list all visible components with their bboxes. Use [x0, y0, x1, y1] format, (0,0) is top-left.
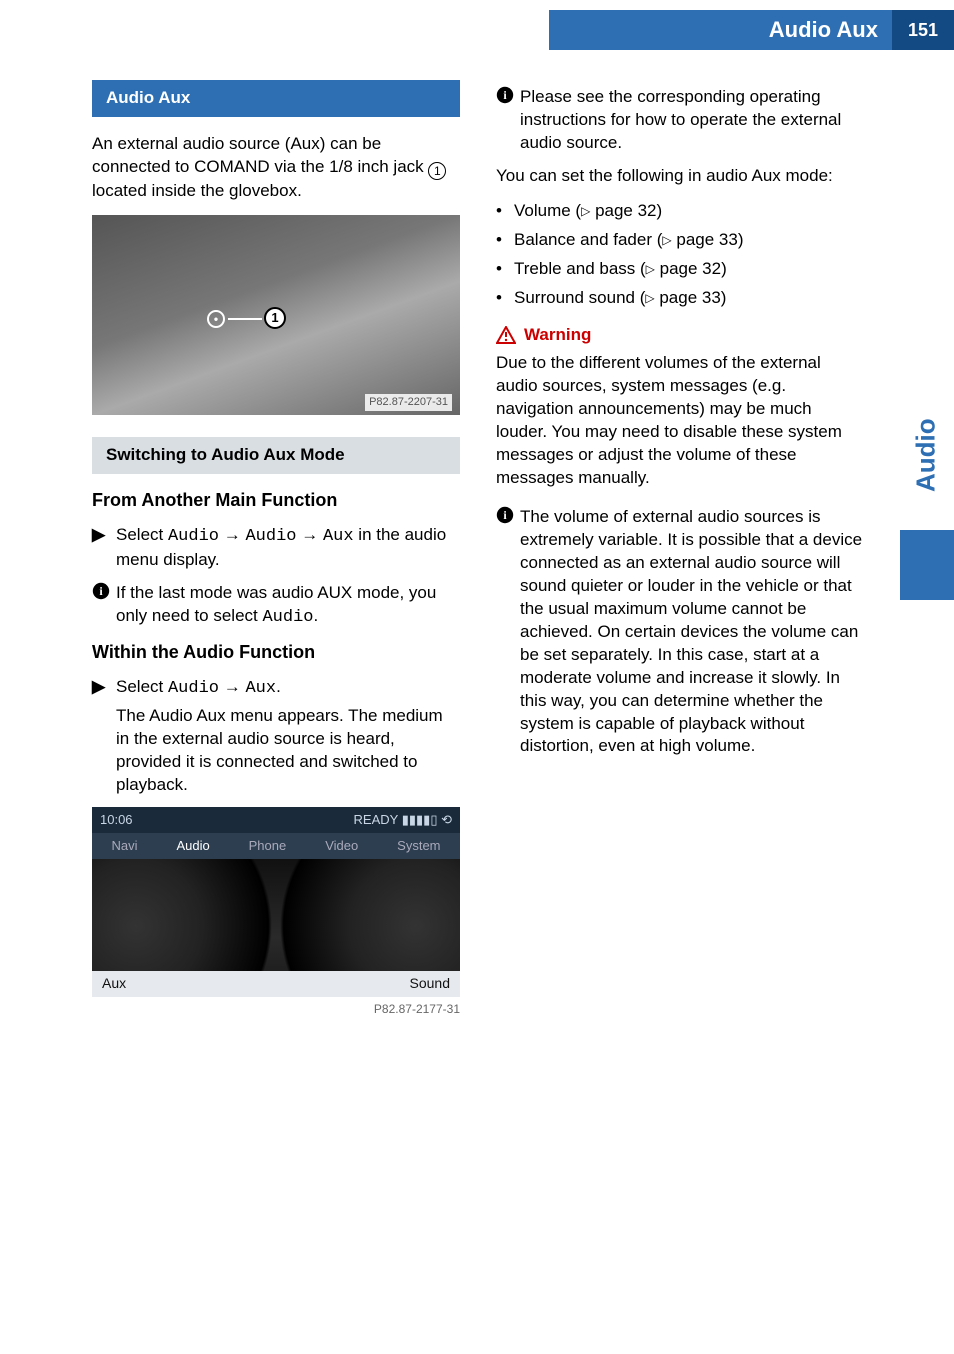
- side-tab: Audio: [900, 380, 954, 600]
- screen-botbar: Aux Sound: [92, 971, 460, 997]
- list-item: • Balance and fader (▷ page 33): [496, 229, 864, 252]
- header-page-number: 151: [892, 10, 954, 50]
- bullet-icon: •: [496, 229, 514, 252]
- step-select-audio-aux: ▶ Select Audio → Audio → Aux in the audi…: [92, 524, 460, 572]
- info-icon: i: [92, 582, 116, 630]
- page-header: Audio Aux 151: [549, 10, 954, 50]
- side-tab-label: Audio: [900, 380, 954, 530]
- step-body: Select Audio → Audio → Aux in the audio …: [116, 524, 460, 572]
- subhead-from-another: From Another Main Function: [92, 488, 460, 512]
- info-last-mode: i If the last mode was audio AUX mode, y…: [92, 582, 460, 630]
- menu-audio: Audio: [176, 837, 209, 855]
- callout-1-inline: 1: [428, 162, 446, 180]
- info-volume-variable: i The volume of external audio sources i…: [496, 506, 864, 758]
- info-icon: i: [496, 86, 520, 155]
- warning-heading: Warning: [496, 324, 864, 347]
- screen-topbar: 10:06 READY ▮▮▮▮▯ ⟲: [92, 807, 460, 833]
- screen-sound: Sound: [410, 974, 450, 993]
- screen-ready: READY ▮▮▮▮▯ ⟲: [354, 811, 452, 829]
- screen-menubar: Navi Audio Phone Video System: [92, 833, 460, 859]
- screen-visual: [92, 859, 460, 971]
- bullet-icon: •: [496, 258, 514, 281]
- settings-list: • Volume (▷ page 32) • Balance and fader…: [496, 200, 864, 310]
- side-tab-cap: [900, 530, 954, 600]
- warning-title: Warning: [524, 324, 591, 347]
- jack-marker: •: [207, 310, 225, 328]
- step-follow: The Audio Aux menu appears. The medium i…: [116, 705, 460, 797]
- info-body: Please see the corresponding operating i…: [520, 86, 864, 155]
- screen-aux: Aux: [102, 974, 126, 993]
- jack-connector-line: [228, 318, 262, 320]
- bullet-icon: •: [496, 200, 514, 223]
- left-column: Audio Aux An external audio source (Aux)…: [92, 80, 460, 1025]
- warning-icon: [496, 326, 516, 344]
- intro-paragraph: An external audio source (Aux) can be co…: [92, 133, 460, 203]
- info-body: If the last mode was audio AUX mode, you…: [116, 582, 460, 630]
- step-marker: ▶: [92, 524, 116, 572]
- list-item: • Surround sound (▷ page 33): [496, 287, 864, 310]
- step-select-aux: ▶ Select Audio → Aux. The Audio Aux menu…: [92, 676, 460, 797]
- figure1-ref: P82.87-2207-31: [365, 394, 452, 411]
- settings-intro: You can set the following in audio Aux m…: [496, 165, 864, 188]
- warning-body: Due to the different volumes of the exte…: [496, 352, 864, 490]
- menu-phone: Phone: [249, 837, 287, 855]
- menu-video: Video: [325, 837, 358, 855]
- section-title-audio-aux: Audio Aux: [92, 80, 460, 117]
- step-body: Select Audio → Aux. The Audio Aux menu a…: [116, 676, 460, 797]
- intro-a: An external audio source (Aux) can be co…: [92, 134, 428, 176]
- bullet-icon: •: [496, 287, 514, 310]
- menu-navi: Navi: [111, 837, 137, 855]
- callout-1: 1: [264, 307, 286, 329]
- menu-system: System: [397, 837, 440, 855]
- screen-time: 10:06: [100, 811, 133, 829]
- step-marker: ▶: [92, 676, 116, 797]
- info-operating-instructions: i Please see the corresponding operating…: [496, 86, 864, 155]
- section-title-switching: Switching to Audio Aux Mode: [92, 437, 460, 474]
- info-icon: i: [496, 506, 520, 758]
- figure-glovebox: • 1 P82.87-2207-31: [92, 215, 460, 415]
- subhead-within-audio: Within the Audio Function: [92, 640, 460, 664]
- intro-b: located inside the glovebox.: [92, 181, 302, 200]
- figure2-ref: P82.87-2177-31: [92, 1001, 460, 1017]
- list-item: • Volume (▷ page 32): [496, 200, 864, 223]
- info-body: The volume of external audio sources is …: [520, 506, 864, 758]
- figure-comand-screen: 10:06 READY ▮▮▮▮▯ ⟲ Navi Audio Phone Vid…: [92, 807, 460, 997]
- list-item: • Treble and bass (▷ page 32): [496, 258, 864, 281]
- page-content: Audio Aux An external audio source (Aux)…: [92, 80, 864, 1025]
- header-title: Audio Aux: [549, 10, 892, 50]
- right-column: i Please see the corresponding operating…: [496, 80, 864, 1025]
